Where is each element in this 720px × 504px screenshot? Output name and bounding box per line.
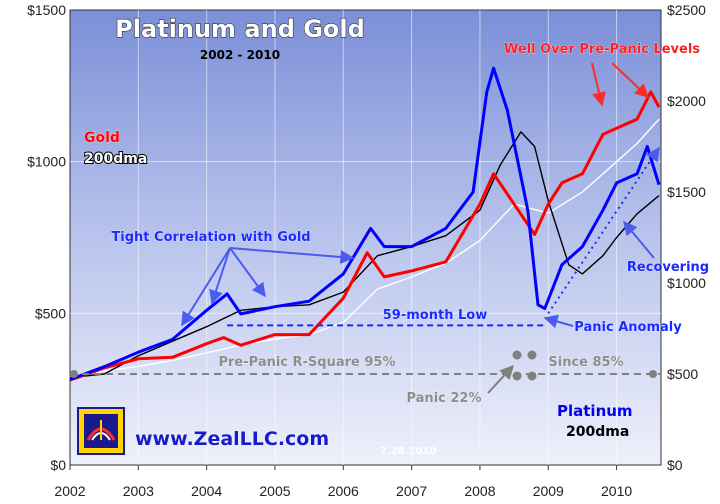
correlation-arrow: [229, 247, 266, 298]
zeal-logo-icon: [77, 407, 125, 455]
x-tick-label: 2006: [328, 483, 359, 499]
annotation-r-square: Pre-Panic R-Square 95%: [218, 355, 395, 370]
y-right-tick-label: $2000: [667, 93, 706, 109]
annotation-recovering: Recovering: [627, 260, 709, 275]
legend-gold-ma: 200dma: [84, 151, 147, 167]
chart-title: Platinum and Gold: [115, 15, 365, 43]
legend-platinum: Platinum: [557, 402, 633, 420]
panic-dot: [527, 371, 537, 381]
y-right-tick-label: $500: [667, 366, 698, 382]
well-over-arrow: [611, 62, 650, 98]
reference-dot: [70, 370, 78, 378]
platinum-200dma-line: [69, 131, 660, 379]
annotation-tight-correlation: Tight Correlation with Gold: [111, 230, 310, 245]
website-label: www.ZealLLC.com: [135, 428, 329, 450]
left-axis-ticks: $0 $500 $1000 $1500: [27, 2, 66, 473]
date-stamp: 7.28.2010: [380, 446, 436, 457]
y-left-tick-label: $0: [50, 457, 66, 473]
y-left-tick-label: $500: [35, 305, 66, 321]
x-tick-label: 2008: [464, 483, 495, 499]
annotation-well-over: Well Over Pre-Panic Levels: [504, 42, 700, 57]
x-tick-label: 2002: [54, 483, 85, 499]
annotation-panic-22: Panic 22%: [406, 391, 481, 406]
correlation-arrow: [229, 247, 355, 264]
panic-dot: [527, 350, 537, 360]
gridlines: [70, 10, 661, 465]
chart-subtitle: 2002 - 2010: [200, 48, 280, 62]
x-axis-ticks: 2002 2003 2004 2005 2006 2007 2008 2009 2010: [54, 465, 632, 499]
panic-anomaly-arrow: [543, 314, 574, 329]
x-tick-label: 2007: [396, 483, 427, 499]
x-tick-label: 2005: [259, 483, 290, 499]
panic-dot: [512, 350, 522, 360]
correlation-arrow: [181, 247, 231, 327]
legend-platinum-ma: 200dma: [566, 424, 629, 440]
annotation-59-month-low: 59-month Low: [383, 308, 487, 323]
annotation-panic-anomaly: Panic Anomaly: [574, 320, 682, 335]
x-tick-label: 2004: [191, 483, 222, 499]
gold-200dma-line: [69, 118, 660, 378]
y-right-tick-label: $1500: [667, 184, 706, 200]
correlation-arrow: [209, 247, 231, 305]
x-tick-label: 2010: [601, 483, 632, 499]
panic-dot: [512, 371, 522, 381]
right-axis-ticks: $0 $500 $1000 $1500 $2000 $2500: [667, 2, 706, 473]
x-tick-label: 2009: [533, 483, 564, 499]
recovering-arrow: [623, 220, 655, 259]
panic-arrow: [487, 364, 514, 394]
y-left-tick-label: $1000: [27, 154, 66, 170]
well-over-arrow: [591, 62, 606, 107]
y-left-tick-label: $1500: [27, 2, 66, 18]
y-right-tick-label: $0: [667, 457, 683, 473]
overlay-layer: [70, 62, 661, 394]
legend-gold: Gold: [84, 130, 120, 146]
x-tick-label: 2003: [123, 483, 154, 499]
gold-line: [69, 90, 661, 382]
reference-dot: [649, 370, 657, 378]
y-right-tick-label: $2500: [667, 2, 706, 18]
annotation-since: Since 85%: [548, 355, 623, 370]
y-right-tick-label: $1000: [667, 275, 706, 291]
